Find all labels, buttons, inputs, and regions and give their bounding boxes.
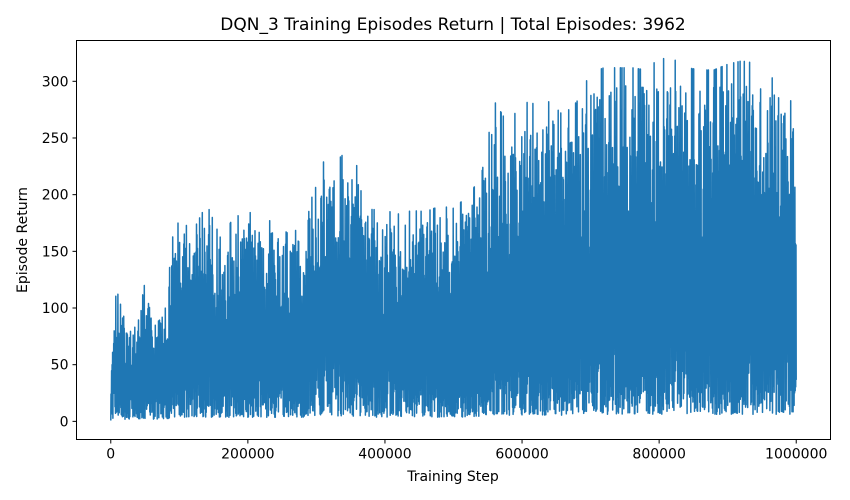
- y-tick-label-6: 300: [42, 74, 69, 90]
- y-axis-label: Episode Return: [15, 187, 31, 293]
- y-tick-label-3: 150: [42, 244, 69, 260]
- x-tick-label-3: 600000: [495, 447, 548, 463]
- x-tick-label-5: 1000000: [765, 447, 827, 463]
- y-tick-label-1: 50: [51, 358, 69, 374]
- x-tick-label-2: 400000: [358, 447, 411, 463]
- x-tick-label-4: 800000: [632, 447, 685, 463]
- y-tick-label-5: 250: [42, 131, 69, 147]
- x-axis-label: Training Step: [406, 469, 499, 485]
- episode-return-line: [110, 57, 797, 421]
- ticks-layer: 0 200000 400000 600000 800000 1000000 0 50 100 15…: [42, 74, 828, 462]
- y-tick-label-0: 0: [60, 414, 69, 430]
- y-tick-label-4: 200: [42, 188, 69, 204]
- x-tick-label-0: 0: [106, 447, 115, 463]
- plot-frame: [76, 40, 831, 440]
- series-layer: [110, 57, 797, 421]
- chart-title: DQN_3 Training Episodes Return | Total E…: [220, 15, 685, 35]
- y-tick-label-2: 100: [42, 301, 69, 317]
- x-tick-label-1: 200000: [221, 447, 274, 463]
